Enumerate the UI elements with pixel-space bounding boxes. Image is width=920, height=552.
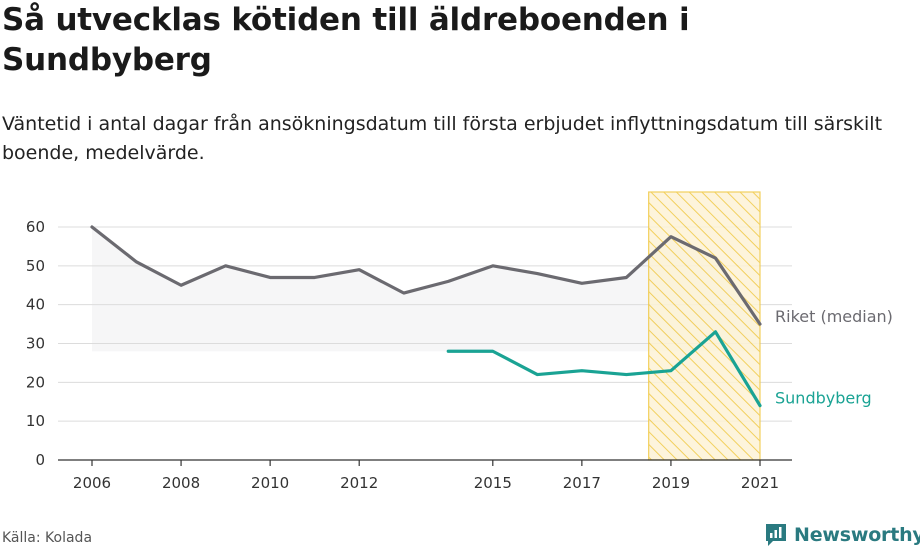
newsworthy-logo-icon <box>766 524 786 546</box>
highlight-region <box>648 191 761 461</box>
riket-band-fill <box>92 227 760 352</box>
brand-logo[interactable]: Newsworthy <box>764 520 920 550</box>
x-axis <box>58 459 792 466</box>
y-tick-label: 50 <box>26 257 45 275</box>
y-tick-label: 30 <box>26 335 45 353</box>
x-tick-label: 2008 <box>162 474 200 492</box>
y-tick-label: 20 <box>26 373 45 391</box>
x-tick-label: 2019 <box>652 474 690 492</box>
riket-line <box>90 225 762 326</box>
highlight-rect <box>648 191 761 461</box>
x-tick-label: 2021 <box>741 474 779 492</box>
chart-title: Så utvecklas kötiden till äldreboenden i… <box>2 2 690 78</box>
x-tick-label: 2006 <box>73 474 111 492</box>
source-note: Källa: Kolada <box>2 530 93 546</box>
riket-series-label: Riket (median) <box>775 307 893 326</box>
y-tick-label: 0 <box>35 451 45 469</box>
tick-labels: 0 10 20 30 40 50 60 2006 2008 2010 2012 2015 2017 201… <box>26 218 893 492</box>
y-tick-label: 10 <box>26 412 45 430</box>
chart-subtitle: Väntetid i antal dagar från ansökningsda… <box>2 113 883 164</box>
x-tick-label: 2010 <box>251 474 289 492</box>
sundbyberg-series-label: Sundbyberg <box>775 389 872 408</box>
brand-name: Newsworthy <box>794 524 920 546</box>
x-tick-label: 2015 <box>474 474 512 492</box>
sundbyberg-line <box>446 330 762 408</box>
y-tick-label: 40 <box>26 296 45 314</box>
x-tick-label: 2017 <box>563 474 601 492</box>
x-tick-label: 2012 <box>340 474 378 492</box>
riket-area-band <box>92 227 760 352</box>
y-tick-label: 60 <box>26 218 45 236</box>
series-lines <box>90 225 762 408</box>
